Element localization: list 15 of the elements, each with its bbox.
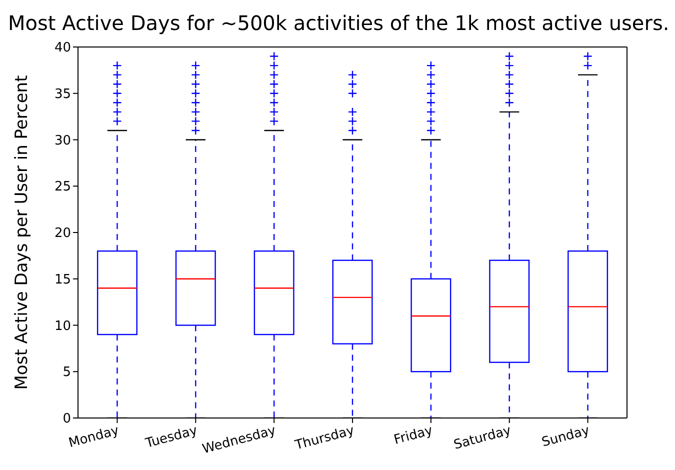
- y-tick-label: 15: [54, 272, 71, 288]
- x-tick-label: Thursday: [292, 423, 356, 454]
- x-tick-label: Tuesday: [143, 423, 200, 452]
- y-tick-label: 10: [54, 318, 71, 334]
- y-tick-label: 5: [62, 365, 71, 380]
- x-tick-label: Friday: [392, 423, 435, 448]
- x-tick-label: Saturday: [452, 423, 514, 453]
- chart-title: Most Active Days for ~500k activities of the 1k most active users.: [8, 10, 670, 37]
- y-tick-label: 30: [54, 133, 71, 148]
- y-tick-label: 35: [54, 86, 71, 102]
- y-tick-label: 20: [54, 226, 71, 242]
- y-tick-label: 40: [54, 40, 71, 56]
- x-tick-label: Sunday: [540, 423, 592, 450]
- y-axis-title: Most Active Days per User in Percent: [12, 74, 32, 390]
- y-tick-label: 25: [54, 180, 71, 195]
